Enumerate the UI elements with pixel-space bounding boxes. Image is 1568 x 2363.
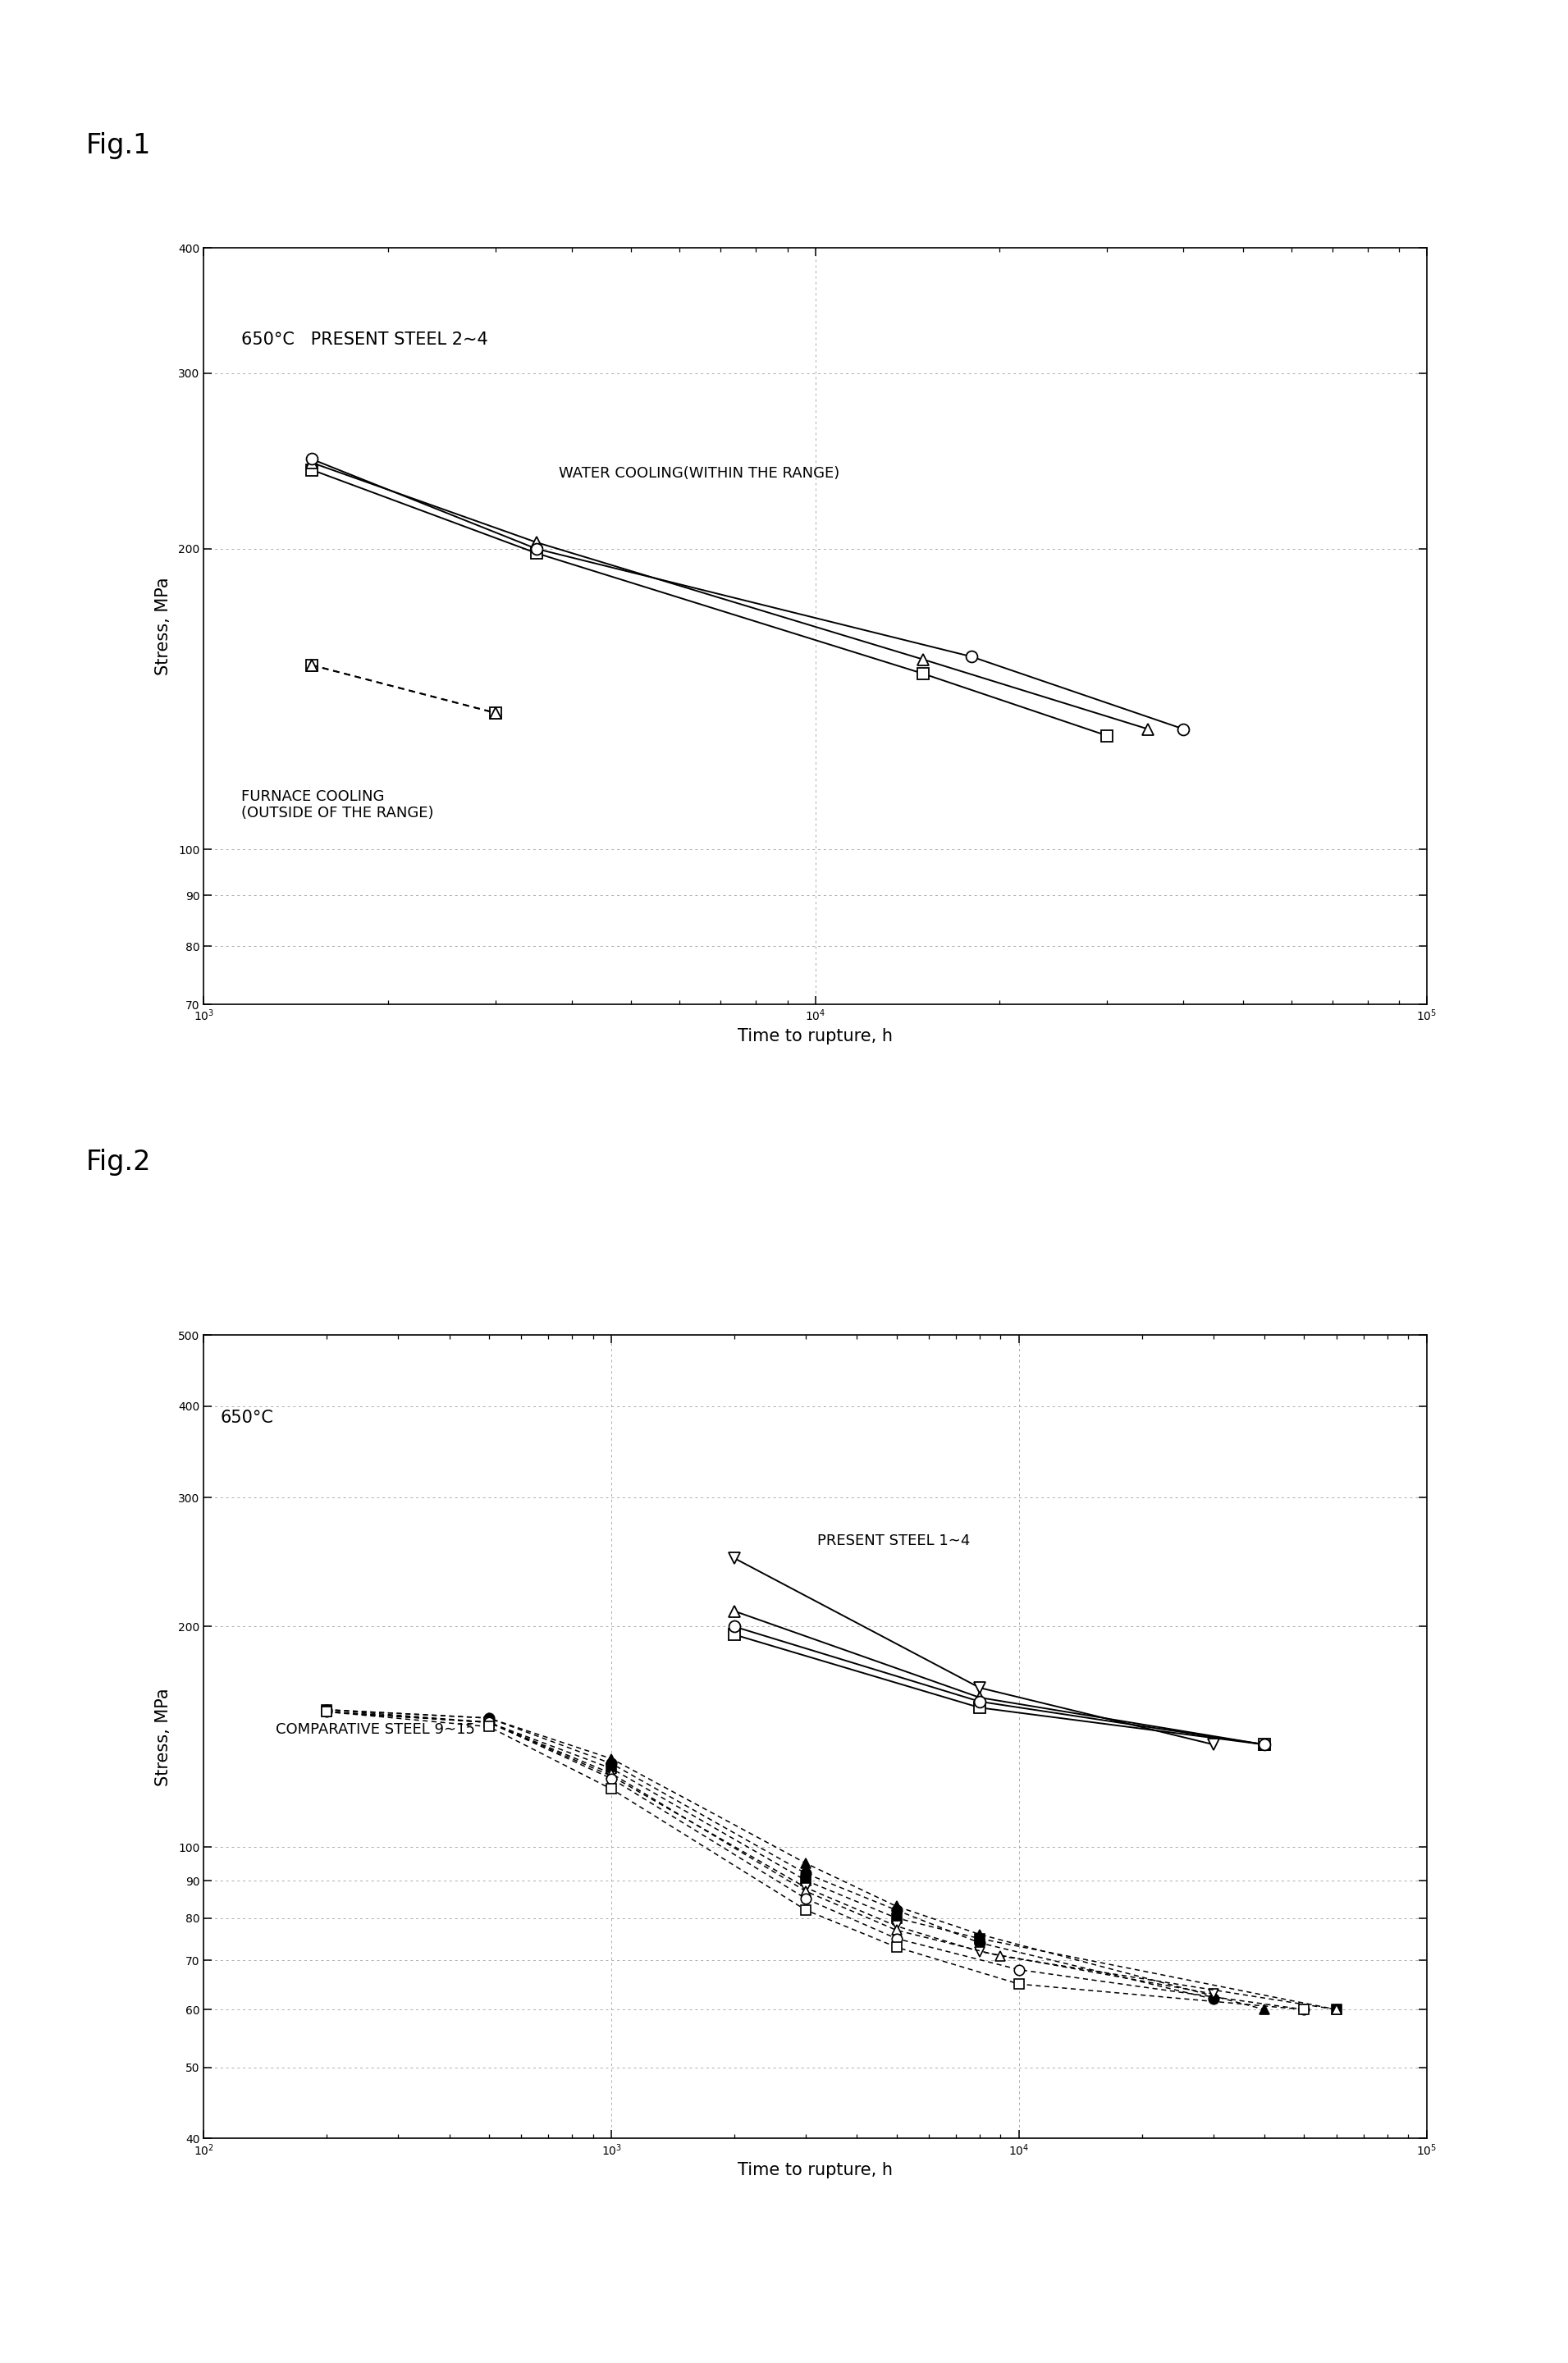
Text: PRESENT STEEL 1∼4: PRESENT STEEL 1∼4 <box>817 1534 971 1548</box>
Text: FURNACE COOLING
(OUTSIDE OF THE RANGE): FURNACE COOLING (OUTSIDE OF THE RANGE) <box>241 789 433 820</box>
X-axis label: Time to rupture, h: Time to rupture, h <box>739 2162 892 2179</box>
Text: 650°C   PRESENT STEEL 2∼4: 650°C PRESENT STEEL 2∼4 <box>241 331 488 347</box>
Text: WATER COOLING(WITHIN THE RANGE): WATER COOLING(WITHIN THE RANGE) <box>558 466 839 480</box>
Text: Fig.2: Fig.2 <box>86 1148 152 1174</box>
Text: 650°C: 650°C <box>221 1408 274 1425</box>
Text: COMPARATIVE STEEL 9∼15: COMPARATIVE STEEL 9∼15 <box>276 1723 475 1737</box>
Y-axis label: Stress, MPa: Stress, MPa <box>155 577 171 676</box>
Text: Fig.1: Fig.1 <box>86 132 152 158</box>
X-axis label: Time to rupture, h: Time to rupture, h <box>739 1028 892 1044</box>
Y-axis label: Stress, MPa: Stress, MPa <box>155 1687 171 1786</box>
